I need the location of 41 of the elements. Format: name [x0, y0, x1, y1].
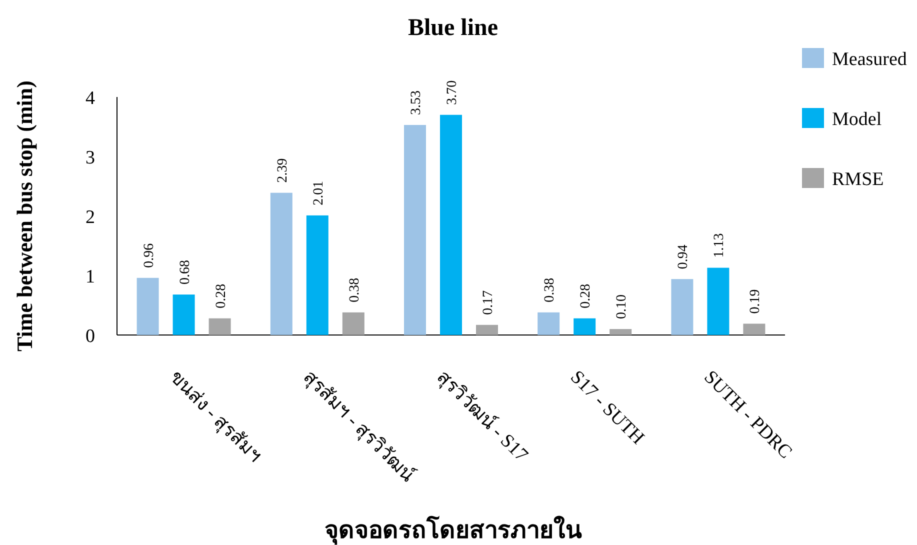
bar	[707, 268, 730, 335]
y-tick-label: 0	[86, 326, 95, 347]
bar	[172, 294, 195, 335]
y-tick-label: 3	[86, 148, 95, 168]
data-label: 2.39	[275, 158, 290, 183]
bar	[671, 279, 694, 335]
legend-label: Model	[832, 109, 882, 130]
data-label: 0.28	[214, 284, 229, 308]
data-label: 1.13	[712, 233, 728, 258]
data-label: 0.96	[142, 243, 157, 268]
data-label: 0.28	[578, 284, 594, 308]
y-tick-label: 4	[86, 88, 96, 109]
bar	[610, 329, 632, 335]
data-label: 0.17	[481, 290, 496, 315]
y-tick-label: 2	[86, 207, 95, 228]
bar	[306, 215, 328, 335]
legend-label: Measured	[832, 49, 908, 70]
data-label: 0.19	[748, 289, 764, 314]
data-label: 0.38	[542, 278, 558, 302]
xlabel: จุดจอดรถโดยสารภายใน	[324, 518, 582, 544]
data-label: 0.68	[178, 260, 193, 285]
bar	[743, 324, 766, 335]
bar	[538, 312, 560, 335]
bar	[208, 318, 231, 335]
data-label: 3.70	[445, 80, 460, 105]
bar	[440, 114, 462, 335]
data-label: 0.94	[676, 244, 692, 270]
bar	[476, 324, 498, 335]
ylabel: Time between bus stop (min)	[12, 80, 37, 352]
data-label: 2.01	[311, 180, 326, 206]
bar	[136, 278, 159, 335]
data-label: 3.53	[409, 90, 424, 115]
legend-label: RMSE	[832, 169, 884, 190]
data-label: 0.10	[614, 294, 630, 320]
data-label: 0.38	[347, 278, 362, 302]
bar	[574, 318, 596, 335]
title: Blue line	[408, 15, 498, 41]
bar	[342, 312, 364, 335]
bar	[404, 124, 426, 335]
bar	[270, 192, 292, 335]
y-tick-label: 1	[86, 266, 95, 288]
